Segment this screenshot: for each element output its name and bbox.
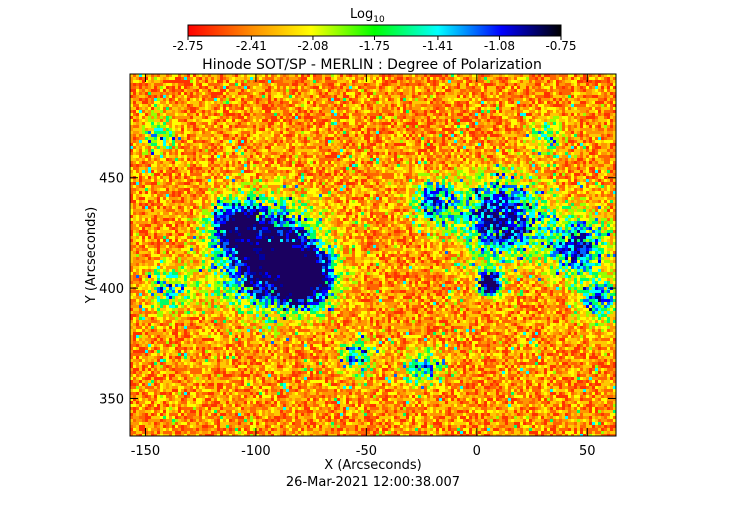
y-tick-label: 400 [99,282,124,297]
axes: -150 -100 -50 0 50 350 400 450 [99,74,616,459]
chart-title: Hinode SOT/SP - MERLIN : Degree of Polar… [202,57,542,73]
polarization-heatmap [130,74,616,436]
colorbar-tick-label: -2.75 [172,39,203,53]
y-tick-label: 450 [99,172,124,187]
x-tick-label: 0 [473,444,481,459]
colorbar-title: Log10 [350,7,385,25]
colorbar-tick-label: -1.75 [359,39,390,53]
x-tick-label: 50 [579,444,596,459]
x-axis-label: X (Arcseconds) [324,458,421,473]
timestamp-footer: 26-Mar-2021 12:00:38.007 [286,475,460,490]
x-tick-label: -150 [131,444,161,459]
colorbar-tick-label: -2.08 [297,39,328,53]
y-tick-label: 350 [99,392,124,407]
plot-frame [129,73,617,437]
x-tick-label: -50 [356,444,377,459]
colorbar [187,24,562,37]
colorbar-tick-label: -2.41 [236,39,267,53]
colorbar-ticks: -2.75 -2.41 -2.08 -1.75 -1.41 -1.08 -0.75 [172,36,577,53]
y-axis-label: Y (Arcseconds) [84,207,99,304]
colorbar-tick-label: -0.75 [545,39,576,53]
colorbar-tick-label: -1.41 [422,39,453,53]
colorbar-tick-label: -1.08 [484,39,515,53]
x-tick-label: -100 [241,444,271,459]
